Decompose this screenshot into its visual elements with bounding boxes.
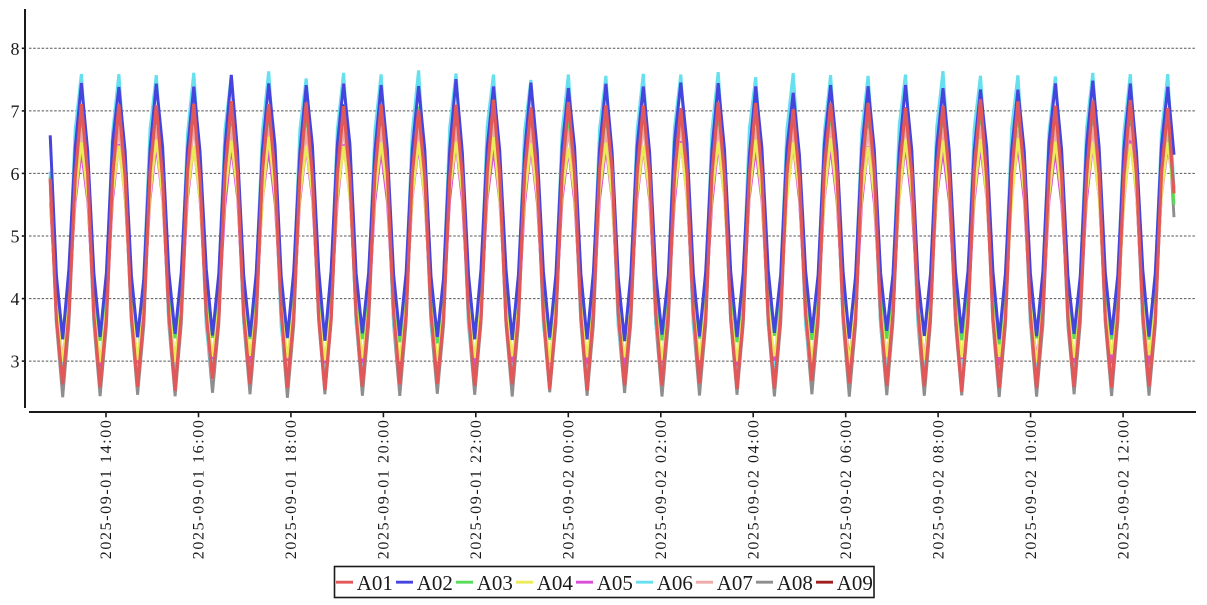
svg-text:5: 5 (11, 227, 20, 247)
svg-text:4: 4 (11, 289, 20, 309)
svg-text:A07: A07 (717, 571, 753, 595)
svg-text:A04: A04 (537, 571, 574, 595)
svg-text:A02: A02 (417, 571, 453, 595)
svg-text:2025-09-02 10:00: 2025-09-02 10:00 (1023, 419, 1040, 560)
svg-text:2025-09-01 20:00: 2025-09-01 20:00 (376, 418, 393, 559)
svg-text:A08: A08 (777, 571, 813, 595)
svg-text:3: 3 (11, 352, 20, 372)
svg-text:A06: A06 (657, 571, 693, 595)
svg-text:2025-09-01 14:00: 2025-09-01 14:00 (98, 419, 115, 560)
svg-text:2025-09-01 16:00: 2025-09-01 16:00 (191, 419, 208, 560)
svg-text:7: 7 (11, 101, 20, 121)
svg-text:2025-09-02 04:00: 2025-09-02 04:00 (745, 419, 762, 560)
svg-text:2025-09-02 06:00: 2025-09-02 06:00 (838, 419, 855, 560)
svg-text:A03: A03 (477, 571, 513, 595)
svg-text:A09: A09 (837, 571, 873, 595)
svg-text:2025-09-02 12:00: 2025-09-02 12:00 (1115, 419, 1132, 560)
svg-text:2025-09-02 08:00: 2025-09-02 08:00 (930, 419, 947, 560)
svg-text:2025-09-01 22:00: 2025-09-01 22:00 (468, 419, 485, 560)
svg-text:A05: A05 (597, 571, 633, 595)
svg-text:A01: A01 (357, 571, 393, 595)
svg-text:6: 6 (11, 164, 20, 184)
svg-text:8: 8 (11, 39, 20, 59)
svg-text:2025-09-02 02:00: 2025-09-02 02:00 (653, 419, 670, 560)
svg-text:2025-09-02 00:00: 2025-09-02 00:00 (561, 419, 578, 560)
svg-text:2025-09-01 18:00: 2025-09-01 18:00 (283, 419, 300, 560)
